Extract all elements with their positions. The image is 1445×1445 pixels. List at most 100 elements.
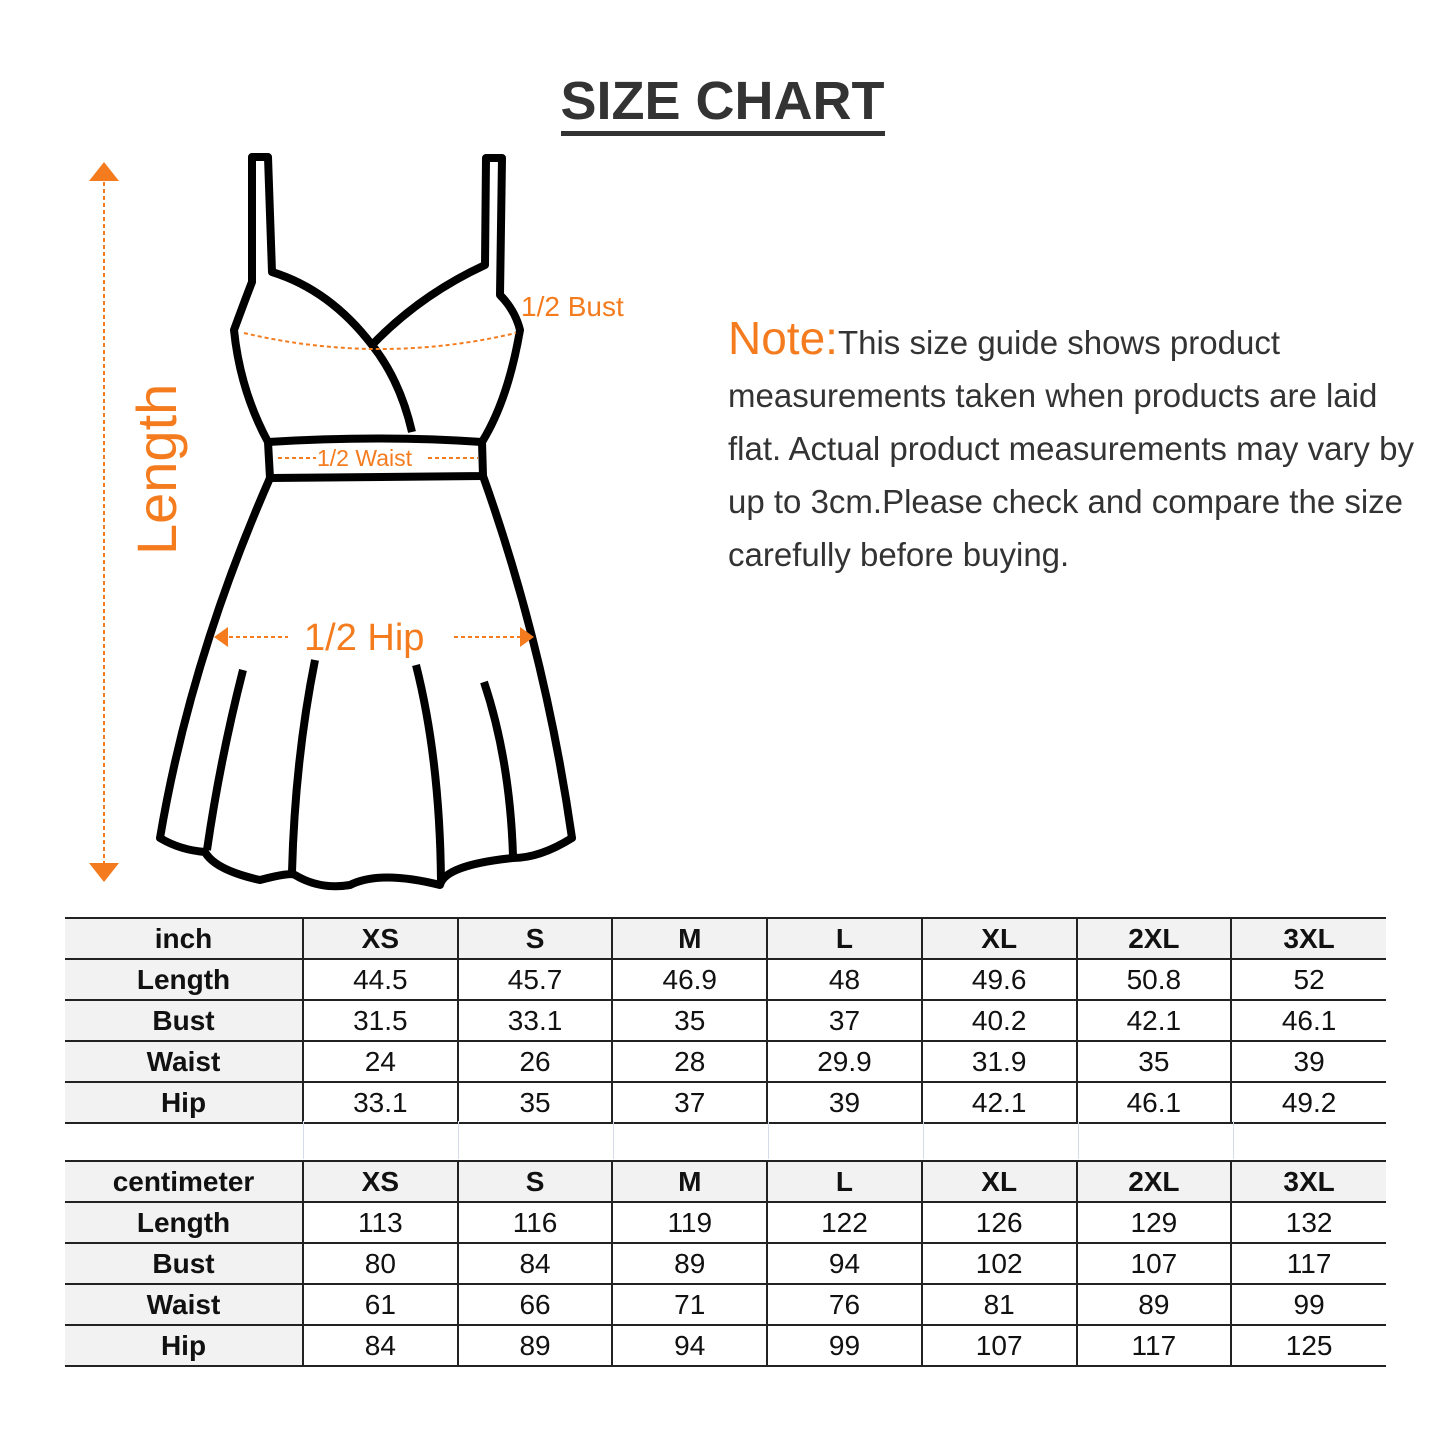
value-cell: 45.7 <box>456 958 613 1001</box>
size-header: 2XL <box>1075 1160 1232 1203</box>
table-row: Length 113 116 119 122 126 129 132 <box>65 1201 1386 1244</box>
row-label: Bust <box>65 999 303 1042</box>
row-label: Length <box>65 958 303 1001</box>
size-header: 3XL <box>1230 1160 1386 1203</box>
value-cell: 125 <box>1230 1324 1386 1367</box>
size-header: 2XL <box>1075 917 1232 960</box>
value-cell: 71 <box>611 1283 768 1326</box>
size-header: S <box>456 1160 613 1203</box>
value-cell: 116 <box>456 1201 613 1244</box>
size-header: M <box>611 1160 768 1203</box>
value-cell: 35 <box>611 999 768 1042</box>
value-cell: 99 <box>766 1324 922 1367</box>
measure-lines <box>103 175 526 868</box>
value-cell: 33.1 <box>456 999 613 1042</box>
row-label: Hip <box>65 1324 303 1367</box>
size-header: XS <box>302 917 458 960</box>
value-cell: 117 <box>1075 1324 1232 1367</box>
table-row: Waist 24 26 28 29.9 31.9 35 39 <box>65 1040 1386 1083</box>
size-header: XL <box>920 1160 1077 1203</box>
page-title: SIZE CHART <box>0 70 1445 136</box>
value-cell: 89 <box>456 1324 613 1367</box>
value-cell: 42.1 <box>1075 999 1232 1042</box>
centimeter-size-table: centimeter XS S M L XL 2XL 3XL Length 113 116 119 12… <box>65 1160 1386 1367</box>
table-row: Hip 33.1 35 37 39 42.1 46.1 49.2 <box>65 1081 1386 1124</box>
value-cell: 31.9 <box>920 1040 1077 1083</box>
size-header: XS <box>302 1160 458 1203</box>
value-cell: 89 <box>1075 1283 1232 1326</box>
table-row: Length 44.5 45.7 46.9 48 49.6 50.8 52 <box>65 958 1386 1001</box>
value-cell: 28 <box>611 1040 768 1083</box>
gridline <box>458 1121 459 1159</box>
value-cell: 49.6 <box>920 958 1077 1001</box>
value-cell: 39 <box>1230 1040 1386 1083</box>
note-text: This size guide shows product measuremen… <box>728 324 1414 573</box>
value-cell: 31.5 <box>302 999 458 1042</box>
value-cell: 122 <box>766 1201 922 1244</box>
header-row: centimeter XS S M L XL 2XL 3XL <box>65 1160 1386 1203</box>
value-cell: 39 <box>766 1081 922 1124</box>
note: Note:This size guide shows product measu… <box>728 312 1428 581</box>
value-cell: 84 <box>302 1324 458 1367</box>
value-cell: 35 <box>456 1081 613 1124</box>
value-cell: 48 <box>766 958 922 1001</box>
value-cell: 46.1 <box>1075 1081 1232 1124</box>
value-cell: 29.9 <box>766 1040 922 1083</box>
value-cell: 50.8 <box>1075 958 1232 1001</box>
value-cell: 37 <box>766 999 922 1042</box>
value-cell: 42.1 <box>920 1081 1077 1124</box>
value-cell: 40.2 <box>920 999 1077 1042</box>
table-row: Waist 61 66 71 76 81 89 99 <box>65 1283 1386 1326</box>
value-cell: 80 <box>302 1242 458 1285</box>
value-cell: 52 <box>1230 958 1386 1001</box>
value-cell: 107 <box>920 1324 1077 1367</box>
note-label: Note: <box>728 312 838 364</box>
header-row: inch XS S M L XL 2XL 3XL <box>65 917 1386 960</box>
value-cell: 61 <box>302 1283 458 1326</box>
value-cell: 44.5 <box>302 958 458 1001</box>
row-label: Waist <box>65 1283 303 1326</box>
size-header: 3XL <box>1230 917 1386 960</box>
value-cell: 89 <box>611 1242 768 1285</box>
value-cell: 132 <box>1230 1201 1386 1244</box>
value-cell: 84 <box>456 1242 613 1285</box>
value-cell: 46.9 <box>611 958 768 1001</box>
value-cell: 66 <box>456 1283 613 1326</box>
gridline <box>768 1121 769 1159</box>
length-label: Length <box>125 384 188 555</box>
dress-diagram: Length 1/2 Bust 1/2 Waist 1/2 Hip <box>89 153 624 891</box>
dress-outline <box>156 153 576 891</box>
value-cell: 35 <box>1075 1040 1232 1083</box>
table-row: Bust 80 84 89 94 102 107 117 <box>65 1242 1386 1285</box>
value-cell: 107 <box>1075 1242 1232 1285</box>
size-header: S <box>456 917 613 960</box>
value-cell: 76 <box>766 1283 922 1326</box>
size-header: M <box>611 917 768 960</box>
value-cell: 99 <box>1230 1283 1386 1326</box>
value-cell: 119 <box>611 1201 768 1244</box>
value-cell: 37 <box>611 1081 768 1124</box>
value-cell: 102 <box>920 1242 1077 1285</box>
value-cell: 94 <box>766 1242 922 1285</box>
row-label: Hip <box>65 1081 303 1124</box>
hip-label: 1/2 Hip <box>304 617 424 659</box>
gridline <box>1078 1121 1079 1159</box>
value-cell: 94 <box>611 1324 768 1367</box>
value-cell: 26 <box>456 1040 613 1083</box>
value-cell: 81 <box>920 1283 1077 1326</box>
value-cell: 129 <box>1075 1201 1232 1244</box>
unit-cell: centimeter <box>65 1160 303 1203</box>
value-cell: 33.1 <box>302 1081 458 1124</box>
table-row: Hip 84 89 94 99 107 117 125 <box>65 1324 1386 1367</box>
bust-label: 1/2 Bust <box>521 291 624 322</box>
size-header: L <box>766 917 922 960</box>
inch-size-table: inch XS S M L XL 2XL 3XL Length 44.5 45.7 46.9 48 49.… <box>65 917 1386 1124</box>
row-label: Bust <box>65 1242 303 1285</box>
row-label: Waist <box>65 1040 303 1083</box>
gridline <box>923 1121 924 1159</box>
value-cell: 126 <box>920 1201 1077 1244</box>
table-row: Bust 31.5 33.1 35 37 40.2 42.1 46.1 <box>65 999 1386 1042</box>
value-cell: 49.2 <box>1230 1081 1386 1124</box>
size-header: L <box>766 1160 922 1203</box>
value-cell: 117 <box>1230 1242 1386 1285</box>
